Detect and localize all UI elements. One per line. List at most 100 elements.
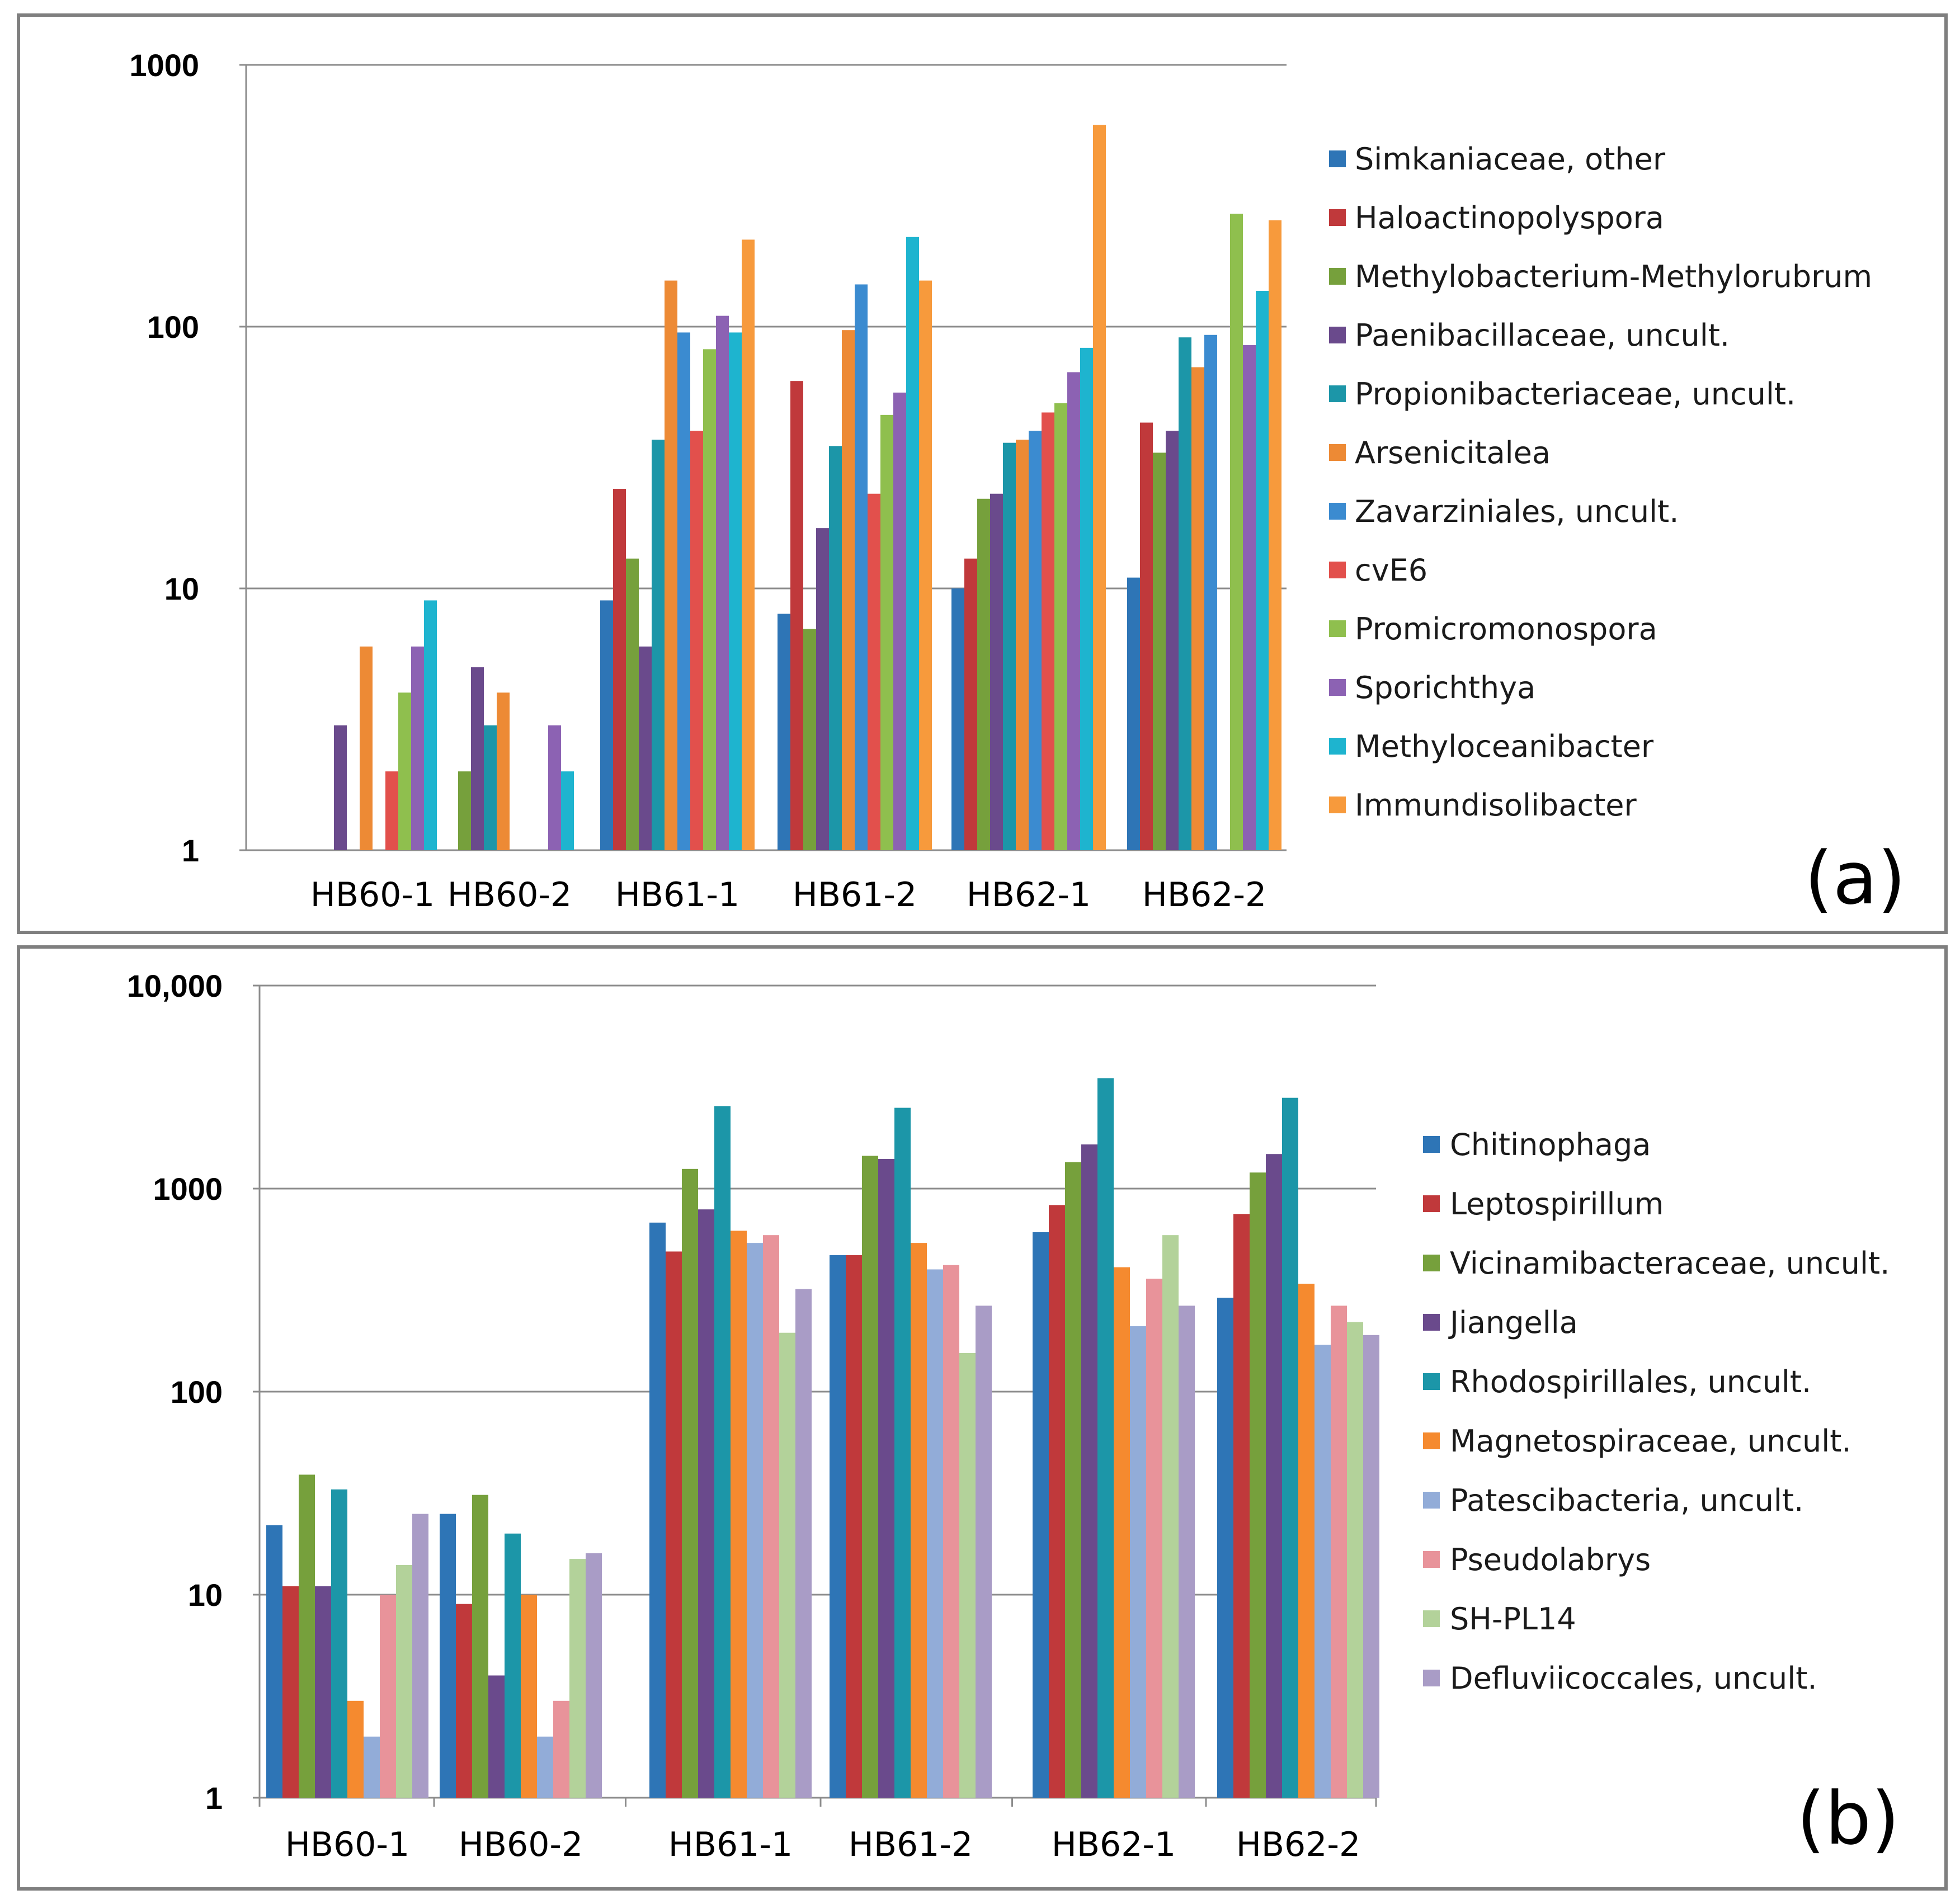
- bar-immundisolibacter-hb61-1: [742, 239, 755, 850]
- legend-swatch: [1423, 1551, 1440, 1568]
- bar-propionibacteriaceae-uncult--hb61-1: [652, 440, 665, 850]
- bar-pseudolabrys-hb60-1: [380, 1595, 396, 1798]
- legend-swatch: [1423, 1373, 1440, 1390]
- bar-methyloceanibacter-hb62-2: [1256, 291, 1269, 850]
- bar-haloactinopolyspora-hb62-1: [964, 558, 977, 850]
- bar-defluviicoccales-uncult--hb62-2: [1363, 1335, 1379, 1798]
- bar-jiangella-hb62-2: [1266, 1154, 1282, 1798]
- bar-defluviicoccales-uncult--hb61-2: [976, 1306, 992, 1798]
- bar-leptospirillum-hb61-1: [666, 1251, 682, 1798]
- bar-immundisolibacter-hb62-1: [1093, 125, 1106, 851]
- legend-label: Paenibacillaceae, uncult.: [1355, 318, 1730, 353]
- legend-swatch: [1423, 1610, 1440, 1627]
- legend-label: Defluviicoccales, uncult.: [1450, 1661, 1817, 1696]
- bar-simkaniaceae-other-hb61-2: [778, 614, 790, 850]
- bar-simkaniaceae-other-hb61-1: [600, 600, 613, 850]
- bar-paenibacillaceae-uncult--hb62-2: [1166, 431, 1179, 850]
- panel-label: (a): [1804, 836, 1906, 921]
- bar-leptospirillum-hb62-2: [1233, 1214, 1250, 1798]
- bar-magnetospiraceae-uncult--hb61-2: [911, 1243, 927, 1798]
- legend-label: cvE6: [1355, 553, 1427, 588]
- bar-defluviicoccales-uncult--hb60-1: [412, 1514, 428, 1798]
- bar-chitinophaga-hb62-2: [1217, 1298, 1233, 1798]
- bar-paenibacillaceae-uncult--hb62-1: [990, 493, 1003, 850]
- bar-rhodospirillales-uncult--hb60-2: [505, 1533, 521, 1798]
- x-tick-label: HB60-1: [310, 875, 435, 915]
- bar-zavarziniales-uncult--hb62-1: [1029, 431, 1042, 850]
- bar-sh-pl14-hb62-2: [1347, 1322, 1363, 1798]
- x-tick-label: HB61-1: [615, 875, 739, 915]
- bar-methyloceanibacter-hb62-1: [1080, 347, 1093, 850]
- bar-rhodospirillales-uncult--hb60-1: [331, 1489, 347, 1798]
- bar-sh-pl14-hb61-2: [959, 1352, 976, 1798]
- bar-jiangella-hb60-1: [315, 1586, 331, 1798]
- bar-haloactinopolyspora-hb62-2: [1140, 422, 1153, 850]
- legend-label: SH-PL14: [1450, 1601, 1576, 1637]
- legend-label: Arsenicitalea: [1355, 435, 1551, 470]
- x-tick-label: HB62-1: [967, 875, 1091, 915]
- legend-swatch: [1329, 620, 1346, 637]
- bar-chitinophaga-hb60-2: [440, 1514, 456, 1798]
- legend-label: Methylobacterium-Methylorubrum: [1355, 259, 1872, 294]
- bar-magnetospiraceae-uncult--hb61-1: [731, 1231, 747, 1798]
- bar-vicinamibacteraceae-uncult--hb60-2: [472, 1495, 488, 1798]
- bar-patescibacteria-uncult--hb60-1: [364, 1736, 380, 1798]
- bar-chitinophaga-hb61-2: [830, 1255, 846, 1798]
- legend-swatch: [1423, 1314, 1440, 1331]
- legend-label: Zavarziniales, uncult.: [1355, 494, 1679, 529]
- bar-methylobacterium-methylorubrum-hb62-2: [1153, 453, 1166, 850]
- bar-methyloceanibacter-hb61-2: [906, 237, 919, 850]
- legend-label: Jiangella: [1448, 1305, 1578, 1340]
- bar-sporichthya-hb60-2: [548, 725, 561, 850]
- x-tick-label: HB61-2: [849, 1825, 973, 1864]
- bar-arsenicitalea-hb60-2: [497, 692, 510, 850]
- bar-simkaniaceae-other-hb62-1: [951, 588, 964, 850]
- bar-methylobacterium-methylorubrum-hb62-1: [977, 498, 990, 850]
- y-tick-label: 100: [147, 309, 199, 345]
- bar-defluviicoccales-uncult--hb60-2: [586, 1553, 602, 1798]
- x-tick-label: HB62-2: [1236, 1825, 1360, 1864]
- legend-label: Pseudolabrys: [1450, 1542, 1651, 1577]
- legend-label: Propionibacteriaceae, uncult.: [1355, 376, 1796, 412]
- bar-propionibacteriaceae-uncult--hb62-1: [1003, 442, 1016, 850]
- legend-label: Patescibacteria, uncult.: [1450, 1483, 1803, 1518]
- y-tick-label: 1000: [129, 48, 199, 83]
- legend-label: Vicinamibacteraceae, uncult.: [1450, 1246, 1890, 1281]
- legend-swatch: [1329, 150, 1346, 167]
- x-tick-label: HB60-2: [447, 875, 572, 915]
- bar-chitinophaga-hb61-1: [649, 1222, 666, 1798]
- bar-zavarziniales-uncult--hb62-2: [1204, 334, 1217, 850]
- x-tick-label: HB61-2: [793, 875, 917, 915]
- bar-promicromonospora-hb60-1: [398, 692, 411, 850]
- bar-promicromonospora-hb62-2: [1230, 214, 1243, 850]
- bar-rhodospirillales-uncult--hb61-1: [714, 1106, 731, 1798]
- bar-arsenicitalea-hb61-2: [842, 330, 855, 850]
- panel-a: 1 10 100 1000 HB60-1 HB60-2 HB61-1 HB61-2 HB62-1…: [17, 13, 1948, 934]
- bar-magnetospiraceae-uncult--hb60-1: [347, 1700, 364, 1798]
- bar-propionibacteriaceae-uncult--hb62-2: [1179, 337, 1191, 850]
- bar-pseudolabrys-hb61-2: [943, 1265, 959, 1798]
- bar-jiangella-hb62-1: [1081, 1144, 1097, 1798]
- legend-label: Immundisolibacter: [1355, 788, 1637, 823]
- bar-patescibacteria-uncult--hb60-2: [537, 1736, 553, 1798]
- bar-immundisolibacter-hb61-2: [919, 280, 932, 850]
- bar-magnetospiraceae-uncult--hb62-1: [1114, 1267, 1130, 1798]
- bar-promicromonospora-hb61-1: [703, 349, 716, 850]
- y-tick-label: 100: [171, 1374, 223, 1410]
- bar-sh-pl14-hb60-2: [569, 1559, 586, 1798]
- legend-label: Leptospirillum: [1450, 1186, 1664, 1222]
- bar-methylobacterium-methylorubrum-hb61-2: [803, 629, 816, 850]
- bar-propionibacteriaceae-uncult--hb60-2: [484, 725, 497, 850]
- legend-swatch: [1329, 268, 1346, 285]
- bar-arsenicitalea-hb61-1: [665, 280, 677, 850]
- bar-sporichthya-hb61-2: [893, 392, 906, 850]
- y-tick-label: 1: [205, 1780, 223, 1816]
- bar-vicinamibacteraceae-uncult--hb61-1: [682, 1168, 698, 1798]
- bar-patescibacteria-uncult--hb61-1: [747, 1243, 763, 1798]
- legend-swatch: [1423, 1492, 1440, 1509]
- bar-sh-pl14-hb61-1: [779, 1332, 795, 1798]
- x-tick-label: HB62-1: [1052, 1825, 1176, 1864]
- bar-pseudolabrys-hb62-1: [1146, 1279, 1162, 1798]
- bar-patescibacteria-uncult--hb62-2: [1314, 1345, 1331, 1798]
- bar-rhodospirillales-uncult--hb62-1: [1097, 1078, 1114, 1798]
